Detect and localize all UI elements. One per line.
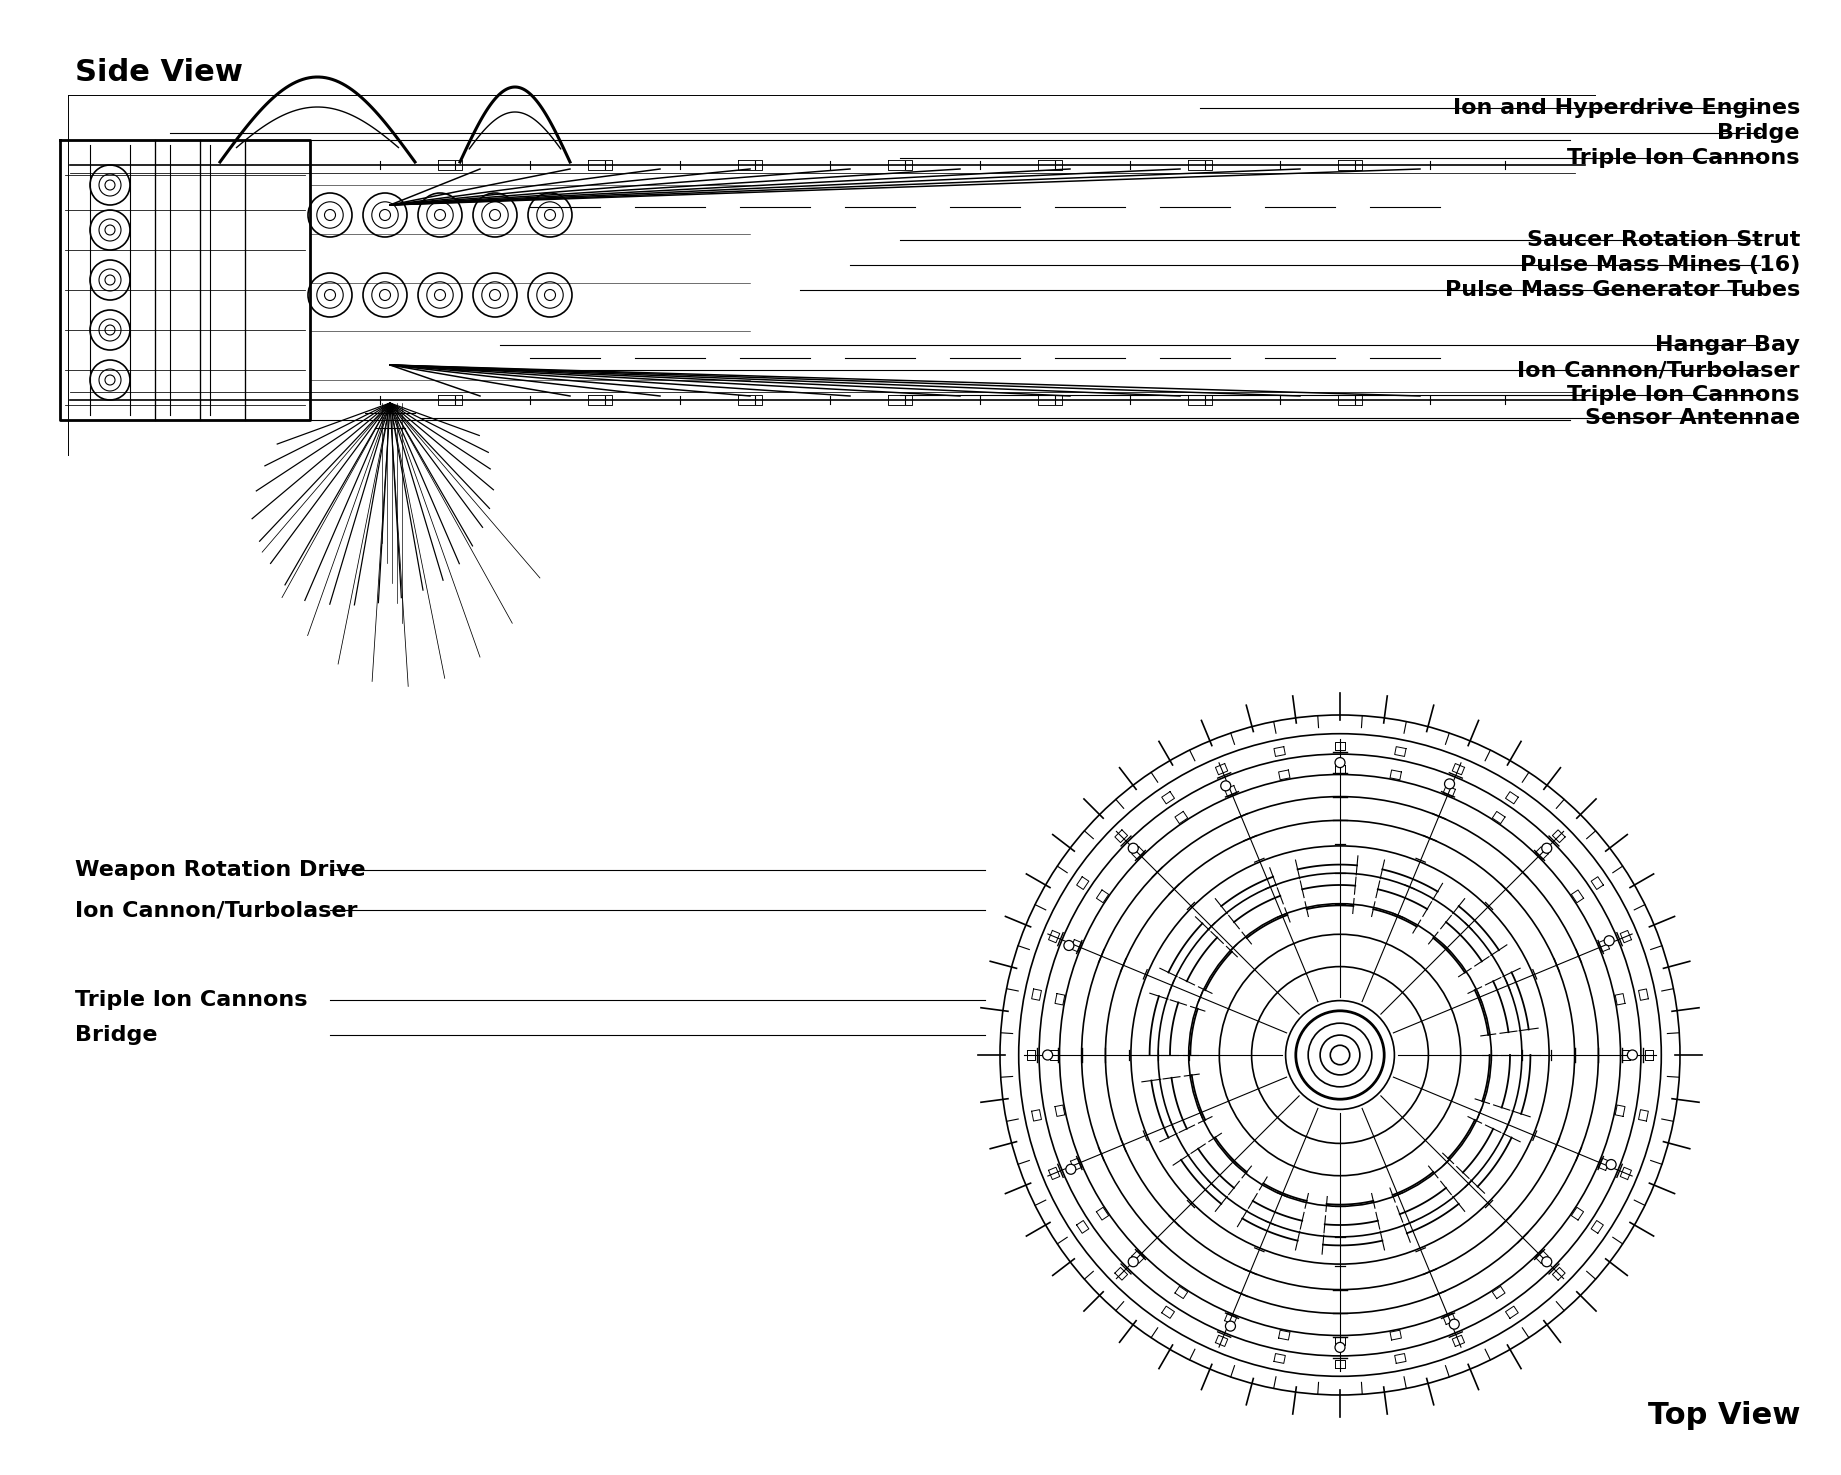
Circle shape (1129, 1257, 1138, 1267)
Text: Bridge: Bridge (75, 1025, 158, 1044)
Circle shape (1541, 844, 1552, 853)
Circle shape (1627, 1050, 1637, 1061)
Text: Pulse Mass Generator Tubes: Pulse Mass Generator Tubes (1445, 280, 1800, 299)
Text: Triple Ion Cannons: Triple Ion Cannons (1567, 148, 1800, 168)
Text: Saucer Rotation Strut: Saucer Rotation Strut (1526, 230, 1800, 249)
Circle shape (1449, 1319, 1460, 1329)
Circle shape (1541, 1257, 1552, 1267)
Circle shape (1445, 779, 1454, 789)
Text: Weapon Rotation Drive: Weapon Rotation Drive (75, 860, 366, 881)
Circle shape (1605, 1159, 1616, 1170)
Text: Ion Cannon/Turbolaser: Ion Cannon/Turbolaser (75, 900, 357, 920)
Text: Triple Ion Cannons: Triple Ion Cannons (75, 990, 307, 1010)
Text: Ion and Hyperdrive Engines: Ion and Hyperdrive Engines (1453, 97, 1800, 118)
Text: Hangar Bay: Hangar Bay (1655, 335, 1800, 355)
Text: Top View: Top View (1648, 1401, 1800, 1429)
Circle shape (1221, 780, 1232, 791)
Circle shape (1064, 941, 1073, 950)
Text: Pulse Mass Mines (16): Pulse Mass Mines (16) (1519, 255, 1800, 274)
Circle shape (1042, 1050, 1053, 1061)
Circle shape (1226, 1322, 1235, 1330)
Text: Sensor Antennae: Sensor Antennae (1585, 409, 1800, 428)
Circle shape (1066, 1164, 1075, 1174)
Circle shape (1129, 844, 1138, 853)
Circle shape (1335, 1342, 1346, 1353)
Circle shape (1335, 758, 1346, 767)
Text: Bridge: Bridge (1718, 122, 1800, 143)
Text: Ion Cannon/Turbolaser: Ion Cannon/Turbolaser (1517, 360, 1800, 381)
Text: Side View: Side View (75, 58, 243, 87)
Text: Triple Ion Cannons: Triple Ion Cannons (1567, 385, 1800, 406)
Circle shape (1604, 935, 1615, 945)
